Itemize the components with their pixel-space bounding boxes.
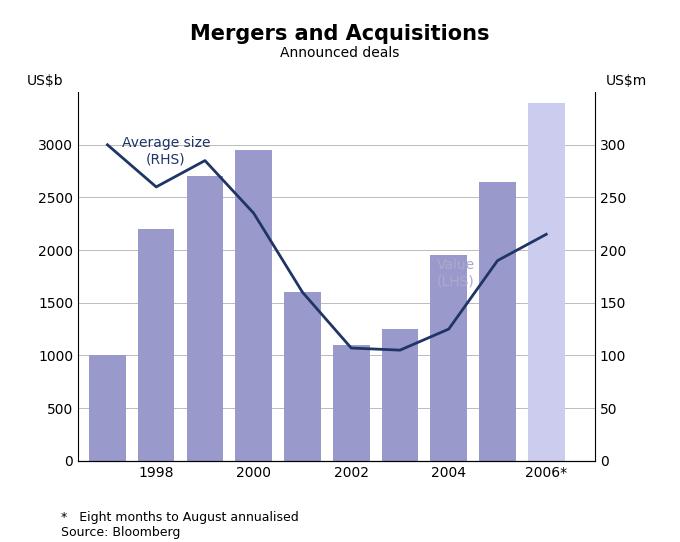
Bar — [430, 255, 467, 461]
Text: *   Eight months to August annualised
Source: Bloomberg: * Eight months to August annualised Sour… — [61, 511, 299, 539]
Bar — [187, 176, 223, 461]
Bar — [235, 150, 272, 461]
Bar — [479, 182, 515, 461]
Text: US$b: US$b — [27, 74, 63, 88]
Bar — [381, 329, 418, 461]
Text: Mergers and Acquisitions: Mergers and Acquisitions — [190, 24, 490, 44]
Text: US$m: US$m — [605, 74, 647, 88]
Bar — [138, 229, 175, 461]
Bar — [284, 292, 321, 461]
Text: Value
(LHS): Value (LHS) — [437, 258, 475, 288]
Bar — [528, 102, 564, 461]
Bar — [89, 356, 126, 461]
Text: Average size
(RHS): Average size (RHS) — [122, 137, 210, 166]
Text: Announced deals: Announced deals — [280, 46, 400, 60]
Bar — [333, 345, 369, 461]
